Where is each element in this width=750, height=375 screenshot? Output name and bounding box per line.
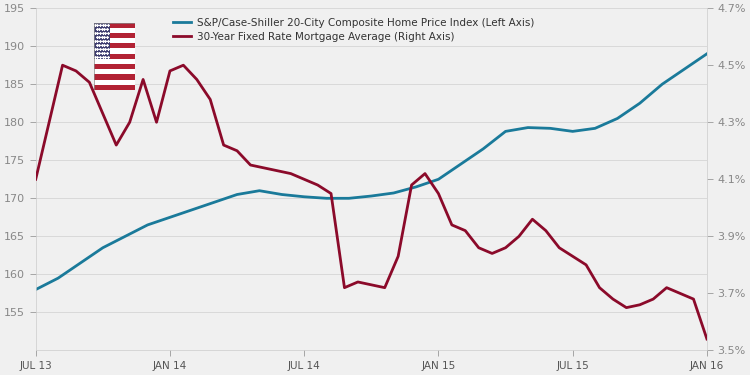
Bar — [94, 80, 135, 85]
Bar — [94, 54, 135, 59]
Bar — [94, 48, 135, 54]
Bar — [94, 64, 135, 69]
Bar — [94, 85, 135, 90]
Bar — [94, 22, 110, 59]
Bar — [94, 43, 135, 48]
Bar — [94, 74, 135, 80]
Bar — [94, 22, 135, 28]
Bar — [94, 38, 135, 43]
Bar — [94, 59, 135, 64]
Bar — [94, 28, 135, 33]
Bar — [94, 69, 135, 74]
Bar — [94, 33, 135, 38]
Legend: S&P/Case-Shiller 20-City Composite Home Price Index (Left Axis), 30-Year Fixed R: S&P/Case-Shiller 20-City Composite Home … — [169, 13, 538, 46]
